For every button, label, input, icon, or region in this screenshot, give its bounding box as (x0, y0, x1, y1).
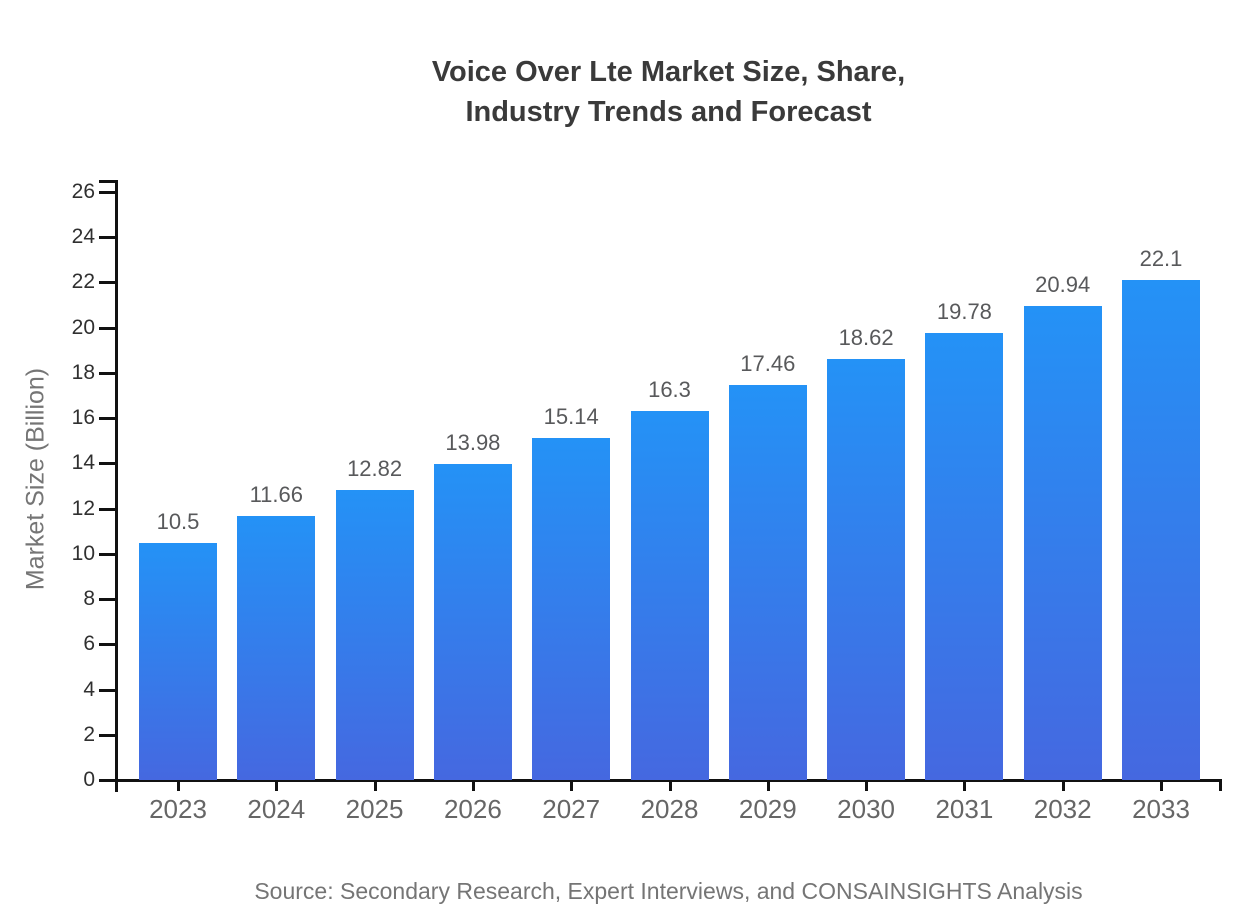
y-tick-label: 24 (71, 225, 95, 249)
bar-value-label: 22.1 (1139, 246, 1183, 272)
x-tick (1061, 781, 1065, 791)
bar-value-label: 15.14 (543, 403, 599, 429)
bar-value-label: 10.5 (156, 508, 200, 534)
bar (630, 411, 709, 780)
x-tick-label: 2032 (1033, 794, 1092, 824)
bar-value-label: 16.3 (648, 377, 691, 403)
y-tick-label: 20 (71, 315, 95, 339)
x-tick-label: 2030 (837, 794, 896, 824)
y-tick (99, 552, 115, 556)
x-tick (865, 781, 869, 791)
x-tick-label: 2028 (640, 794, 699, 824)
bar-value-label: 19.78 (936, 298, 992, 324)
x-tick-label: 2023 (149, 794, 207, 824)
x-tick-label: 2031 (935, 794, 994, 824)
bar-value-label: 18.62 (838, 324, 894, 350)
x-tick-label: 2024 (247, 794, 306, 824)
x-tick-label: 2029 (738, 794, 797, 824)
x-tick-label: 2027 (542, 794, 601, 824)
chart-title-line-1: Voice Over Lte Market Size, Share, (431, 56, 906, 88)
y-tick-label: 14 (71, 451, 95, 475)
bar (728, 385, 807, 780)
x-tick (963, 781, 967, 791)
x-tick (177, 781, 180, 791)
y-tick-label: 6 (83, 632, 95, 656)
y-tick (99, 371, 115, 375)
y-tick (99, 507, 115, 511)
y-tick (99, 417, 115, 421)
y-tick (99, 598, 115, 602)
y-tick-label: 0 (83, 768, 95, 791)
source-note: Source: Secondary Research, Expert Inter… (254, 878, 1083, 904)
y-tick-label: 10 (71, 541, 95, 565)
x-axis-line (115, 779, 1222, 782)
x-tick (471, 781, 475, 791)
x-tick-label: 2033 (1132, 794, 1190, 824)
y-tick (99, 281, 115, 285)
x-tick-label: 2026 (443, 794, 502, 824)
y-tick (99, 688, 115, 692)
y-tick (99, 462, 115, 466)
chart-title: Voice Over Lte Market Size, Share, Indus… (115, 52, 1222, 132)
x-tick (570, 781, 574, 791)
y-tick (99, 733, 115, 737)
x-axis-endcap-tick (1219, 781, 1222, 791)
y-tick (99, 326, 115, 330)
y-tick (99, 643, 115, 647)
bar (827, 358, 906, 780)
bar (237, 516, 316, 780)
y-tick-label: 18 (71, 360, 95, 384)
bar (532, 437, 611, 780)
y-tick (99, 779, 115, 782)
x-tick (1160, 781, 1163, 791)
y-tick (99, 236, 115, 240)
bar-value-label: 12.82 (347, 456, 403, 482)
x-tick (373, 781, 377, 791)
x-tick (275, 781, 279, 791)
bar-value-label: 20.94 (1035, 272, 1091, 298)
bar (335, 490, 414, 780)
y-axis-line (115, 180, 118, 792)
y-tick-label: 16 (71, 406, 95, 430)
bar (925, 332, 1004, 780)
bar-value-label: 13.98 (445, 429, 501, 455)
y-tick (99, 191, 115, 194)
y-axis-endcap-tick (99, 180, 115, 183)
y-tick-label: 8 (83, 587, 95, 611)
y-tick-label: 12 (71, 496, 95, 520)
y-tick-label: 22 (71, 270, 95, 294)
bar-value-label: 17.46 (740, 351, 796, 377)
bar (1122, 280, 1200, 780)
x-tick (668, 781, 672, 791)
x-tick (766, 781, 770, 791)
bar (1023, 306, 1102, 780)
y-tick-label: 26 (71, 180, 95, 203)
x-tick-label: 2025 (345, 794, 404, 824)
bar (139, 542, 217, 780)
bar (433, 463, 512, 780)
y-tick-label: 2 (83, 722, 95, 746)
bar-value-label: 11.66 (249, 482, 303, 508)
y-tick-label: 4 (83, 677, 95, 701)
chart-title-line-2: Industry Trends and Forecast (465, 96, 872, 128)
